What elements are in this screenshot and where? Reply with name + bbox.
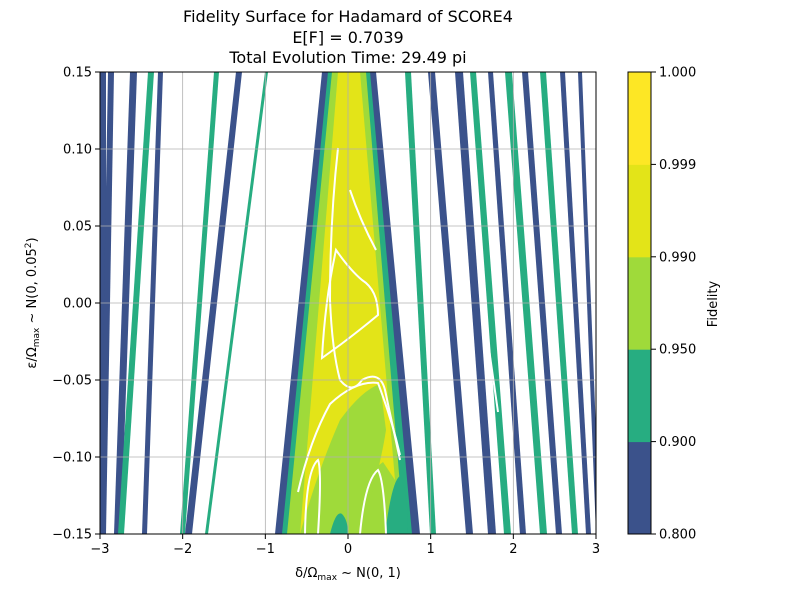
x-tick-label-0: −3 (90, 542, 109, 557)
colorbar-segment-0 (628, 441, 651, 535)
x-tick-label-1: −2 (173, 542, 192, 557)
colorbar-segment-4 (628, 72, 651, 165)
colorbar-segment-2 (628, 256, 651, 350)
colorbar-frame (627, 71, 652, 535)
colorbar-tick-label-3: 0.990 (659, 250, 696, 265)
y-tick-label-4: 0.05 (63, 220, 92, 235)
colorbar-tick-label-5: 1.000 (659, 66, 696, 81)
colorbar-tick-label-0: 0.800 (659, 528, 696, 543)
colorbar-tick-label-1: 0.900 (659, 435, 696, 450)
y-tick-label-1: −0.10 (52, 451, 92, 466)
contour-line-inner-3 (349, 189, 377, 251)
contour-band-center-lower-0.990 (300, 384, 386, 534)
colorbar-tick-label-2: 0.950 (659, 343, 696, 358)
x-tick-label-4: 1 (427, 542, 435, 557)
contour-line-lower (297, 381, 401, 493)
contour-line-inner-2 (320, 247, 380, 361)
contour-line-bottom-left (304, 458, 321, 534)
x-axis: −3 −2 −1 0 1 2 3 (90, 534, 600, 557)
y-tick-label-3: 0.00 (63, 297, 92, 312)
x-tick-label-2: −1 (256, 542, 275, 557)
contour-line-bottom-right (359, 468, 387, 534)
colorbar: 0.800 0.900 0.950 0.990 0.999 1.000 (627, 66, 696, 543)
y-tick-label-5: 0.10 (63, 143, 92, 158)
colorbar-segment-1 (628, 349, 651, 443)
y-tick-label-2: −0.05 (52, 374, 92, 389)
colorbar-label: Fidelity (706, 280, 721, 327)
grid-lines (99, 71, 597, 535)
chart-subtitle-expected-fidelity: E[F] = 0.7039 (292, 28, 404, 47)
x-tick-label-6: 3 (592, 542, 600, 557)
contour-band-center-lower-left-0.950 (330, 513, 348, 534)
y-tick-label-6: 0.15 (63, 66, 92, 81)
x-tick-label-3: 0 (344, 542, 352, 557)
chart-subtitle-evolution-time: Total Evolution Time: 29.49 pi (229, 48, 467, 67)
chart-title: Fidelity Surface for Hadamard of SCORE4 (183, 7, 513, 26)
contour-line-right-stripe (481, 299, 499, 413)
contour-band-center-lower-right-0.950 (385, 476, 408, 534)
colorbar-tick-label-4: 0.999 (659, 158, 696, 173)
y-tick-label-0: −0.15 (52, 528, 92, 543)
y-axis: −0.15 −0.10 −0.05 0.00 0.05 0.10 0.15 (52, 66, 100, 543)
x-tick-label-5: 2 (509, 542, 517, 557)
y-axis-label: ε/Ωmax ~ N(0, 0.052) (24, 237, 42, 368)
colorbar-segment-3 (628, 164, 651, 258)
x-axis-label: δ/Ωmax ~ N(0, 1) (295, 566, 401, 583)
